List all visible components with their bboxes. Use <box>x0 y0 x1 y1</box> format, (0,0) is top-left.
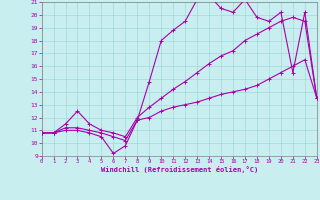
X-axis label: Windchill (Refroidissement éolien,°C): Windchill (Refroidissement éolien,°C) <box>100 166 258 173</box>
